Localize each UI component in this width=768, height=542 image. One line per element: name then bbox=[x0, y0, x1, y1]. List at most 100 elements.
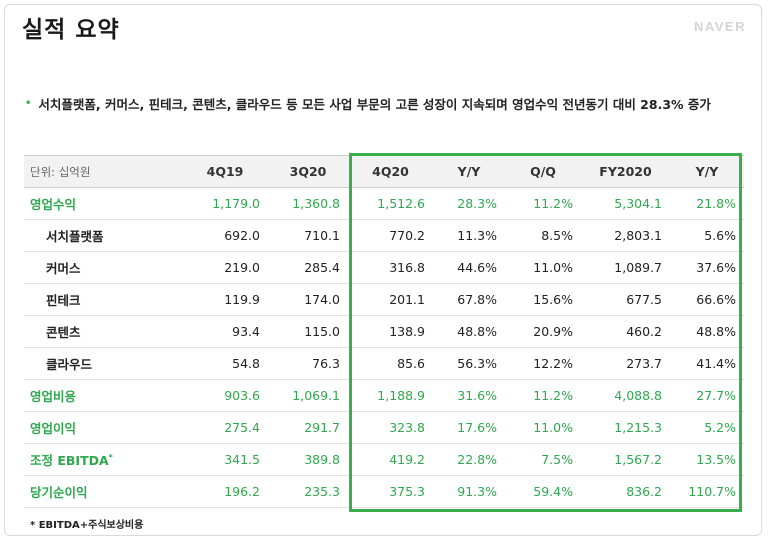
value-cell: 59.4% bbox=[533, 484, 573, 499]
value-cell: 54.8 bbox=[232, 356, 260, 371]
value-cell: 1,567.2 bbox=[614, 452, 662, 467]
value-cell: 1,089.7 bbox=[614, 260, 662, 275]
value-cell: 11.2% bbox=[533, 196, 573, 211]
value-cell: 1,215.3 bbox=[614, 420, 662, 435]
row-label-cell: 영업비용 bbox=[24, 380, 182, 412]
value-cell: 1,360.8 bbox=[292, 196, 340, 211]
value-cell: 375.3 bbox=[389, 484, 425, 499]
column-header: Y/Y bbox=[670, 155, 744, 188]
row-label: 조정 EBITDA bbox=[30, 453, 109, 468]
value-cell: 316.8 bbox=[389, 260, 425, 275]
row-label-cell: 커머스 bbox=[24, 252, 182, 284]
row-label-cell: 핀테크 bbox=[24, 284, 182, 316]
column-header: 4Q19 bbox=[182, 155, 268, 188]
value-cell: 27.7% bbox=[696, 388, 736, 403]
value-cell: 8.5% bbox=[541, 228, 573, 243]
brand-logo: NAVER bbox=[693, 19, 746, 34]
row-label: 영업이익 bbox=[30, 421, 77, 436]
value-cell: 5.2% bbox=[704, 420, 736, 435]
value-cell: 15.6% bbox=[533, 292, 573, 307]
value-cell: 692.0 bbox=[224, 228, 260, 243]
value-cell: 7.5% bbox=[541, 452, 573, 467]
value-cell: 235.3 bbox=[304, 484, 340, 499]
value-cell: 31.6% bbox=[457, 388, 497, 403]
page-title: 실적 요약 bbox=[22, 17, 120, 43]
value-cell: 770.2 bbox=[389, 228, 425, 243]
value-cell: 17.6% bbox=[457, 420, 497, 435]
value-cell: 710.1 bbox=[304, 228, 340, 243]
value-cell: 28.3% bbox=[457, 196, 497, 211]
value-cell: 460.2 bbox=[626, 324, 662, 339]
row-label: 콘텐츠 bbox=[46, 325, 81, 340]
value-cell: 273.7 bbox=[626, 356, 662, 371]
value-cell: 12.2% bbox=[533, 356, 573, 371]
results-table: 단위: 십억원 4Q19 3Q20 4Q20 Y/Y Q/Q FY2020 Y/… bbox=[24, 155, 744, 508]
value-cell: 2,803.1 bbox=[614, 228, 662, 243]
value-cell: 11.2% bbox=[533, 388, 573, 403]
value-cell: 21.8% bbox=[696, 196, 736, 211]
row-label-cell: 콘텐츠 bbox=[24, 316, 182, 348]
value-cell: 48.8% bbox=[457, 324, 497, 339]
column-header: Y/Y bbox=[433, 155, 505, 188]
footnote: * EBITDA+주식보상비용 bbox=[30, 520, 144, 531]
value-cell: 5.6% bbox=[704, 228, 736, 243]
value-cell: 56.3% bbox=[457, 356, 497, 371]
summary-bullet: • 서치플랫폼, 커머스, 핀테크, 콘텐츠, 클라우드 등 모든 사업 부문의… bbox=[25, 94, 711, 113]
value-cell: 389.8 bbox=[304, 452, 340, 467]
table-body: 영업수익 1,179.0 1,360.8 1,512.6 28.3% 11.2% 5,304… bbox=[24, 188, 744, 508]
value-cell: 285.4 bbox=[304, 260, 340, 275]
row-label: 커머스 bbox=[46, 261, 81, 276]
value-cell: 11.0% bbox=[533, 260, 573, 275]
row-label-cell: 클라우드 bbox=[24, 348, 182, 380]
row-label: 영업비용 bbox=[30, 389, 77, 404]
table-row: 영업수익 1,179.0 1,360.8 1,512.6 28.3% 11.2% 5,304… bbox=[24, 188, 744, 220]
value-cell: 37.6% bbox=[696, 260, 736, 275]
row-label-cell: 영업이익 bbox=[24, 412, 182, 444]
row-label: 영업수익 bbox=[30, 197, 77, 212]
value-cell: 66.6% bbox=[696, 292, 736, 307]
value-cell: 22.8% bbox=[457, 452, 497, 467]
footnote-marker: * bbox=[108, 452, 113, 462]
column-header: 4Q20 bbox=[348, 155, 433, 188]
table-row: 콘텐츠 93.4 115.0 138.9 48.8% 20.9% 460.2 48.8% bbox=[24, 316, 744, 348]
value-cell: 677.5 bbox=[626, 292, 662, 307]
column-header: Q/Q bbox=[505, 155, 581, 188]
row-label: 핀테크 bbox=[46, 293, 81, 308]
value-cell: 11.0% bbox=[533, 420, 573, 435]
value-cell: 291.7 bbox=[304, 420, 340, 435]
value-cell: 41.4% bbox=[696, 356, 736, 371]
value-cell: 836.2 bbox=[626, 484, 662, 499]
value-cell: 201.1 bbox=[389, 292, 425, 307]
value-cell: 341.5 bbox=[224, 452, 260, 467]
value-cell: 13.5% bbox=[696, 452, 736, 467]
row-label-cell: 당기순이익 bbox=[24, 476, 182, 508]
value-cell: 110.7% bbox=[688, 484, 736, 499]
row-label: 당기순이익 bbox=[30, 485, 88, 500]
column-header: 3Q20 bbox=[268, 155, 348, 188]
value-cell: 85.6 bbox=[397, 356, 425, 371]
table-row: 클라우드 54.8 76.3 85.6 56.3% 12.2% 273.7 41.4% bbox=[24, 348, 744, 380]
row-label-cell: 서치플랫폼 bbox=[24, 220, 182, 252]
value-cell: 5,304.1 bbox=[614, 196, 662, 211]
value-cell: 11.3% bbox=[457, 228, 497, 243]
value-cell: 67.8% bbox=[457, 292, 497, 307]
value-cell: 1,069.1 bbox=[292, 388, 340, 403]
row-label: 클라우드 bbox=[46, 357, 93, 372]
value-cell: 119.9 bbox=[224, 292, 260, 307]
table-row: 당기순이익 196.2 235.3 375.3 91.3% 59.4% 836.2 110.7… bbox=[24, 476, 744, 508]
value-cell: 20.9% bbox=[533, 324, 573, 339]
value-cell: 115.0 bbox=[304, 324, 340, 339]
value-cell: 1,179.0 bbox=[212, 196, 260, 211]
table-row: 영업비용 903.6 1,069.1 1,188.9 31.6% 11.2% 4,088.8… bbox=[24, 380, 744, 412]
value-cell: 48.8% bbox=[696, 324, 736, 339]
value-cell: 903.6 bbox=[224, 388, 260, 403]
value-cell: 138.9 bbox=[389, 324, 425, 339]
summary-text: 서치플랫폼, 커머스, 핀테크, 콘텐츠, 클라우드 등 모든 사업 부문의 고… bbox=[38, 97, 711, 112]
value-cell: 419.2 bbox=[389, 452, 425, 467]
table-row: 핀테크 119.9 174.0 201.1 67.8% 15.6% 677.5 66.6% bbox=[24, 284, 744, 316]
value-cell: 76.3 bbox=[312, 356, 340, 371]
row-label: 서치플랫폼 bbox=[46, 229, 104, 244]
row-label-cell: 영업수익 bbox=[24, 188, 182, 220]
column-header: FY2020 bbox=[581, 155, 670, 188]
table-row: 영업이익 275.4 291.7 323.8 17.6% 11.0% 1,215.3 5.2% bbox=[24, 412, 744, 444]
